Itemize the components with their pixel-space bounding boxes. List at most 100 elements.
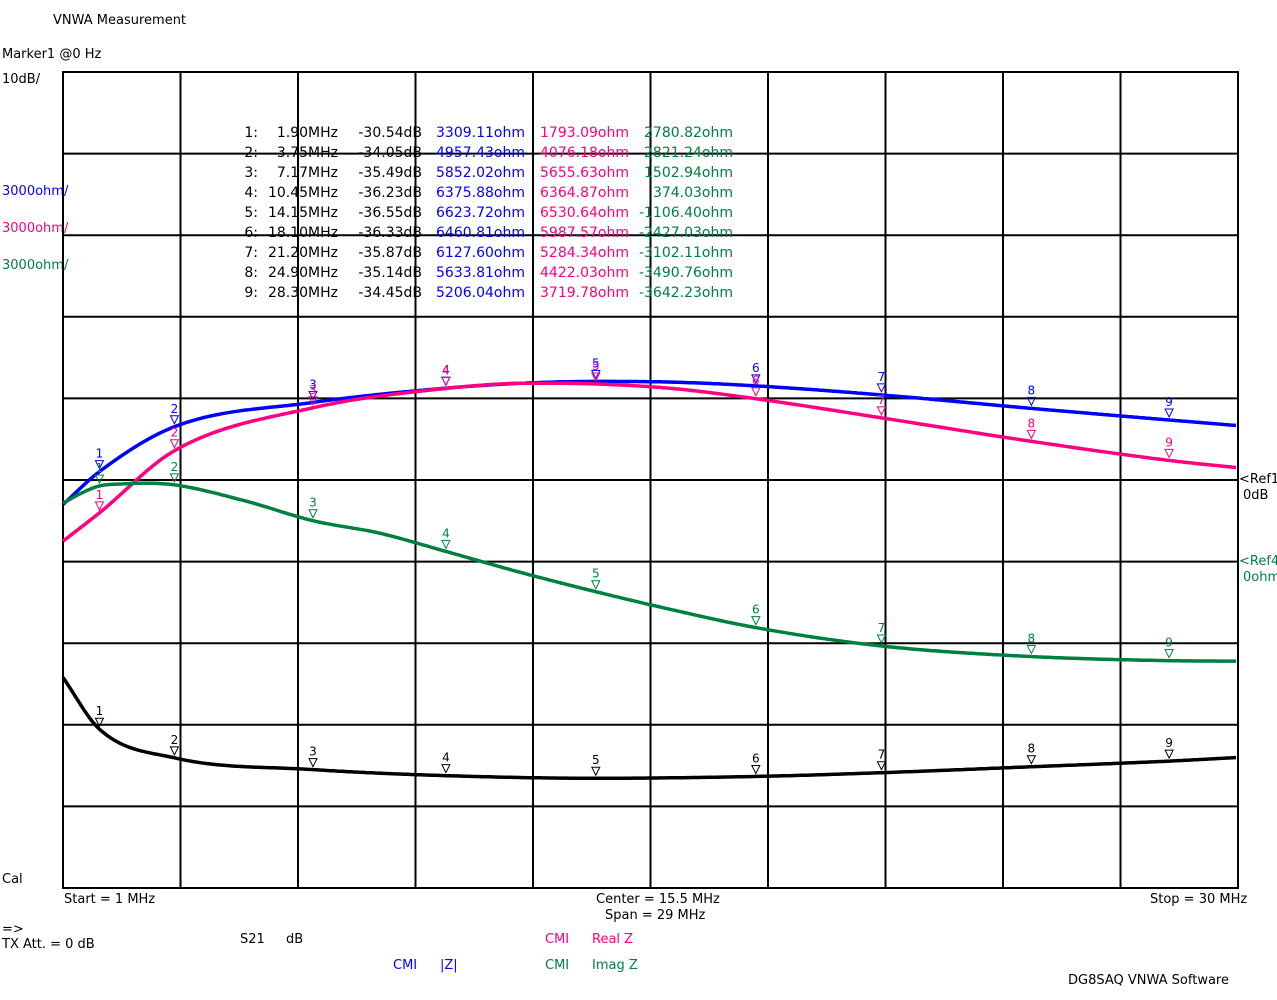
- marker-table-row: 3: 7.17MHz -35.49dB 5852.02ohm 5655.63ohm 150…: [244, 165, 733, 181]
- marker-table-cell-freq: 28.30MHz: [268, 285, 338, 301]
- marker-5-absz-label: 5: [592, 356, 600, 370]
- marker-table-cell-id: 2:: [244, 145, 258, 161]
- marker-2-imagz-label: 2: [171, 460, 179, 474]
- ref2-value: 0ohm: [1243, 570, 1277, 585]
- marker-table-cell-imagz: -3102.11ohm: [639, 245, 733, 261]
- marker-table-cell-freq: 7.17MHz: [277, 165, 338, 181]
- marker-4-realz-label: 4: [442, 363, 450, 377]
- marker-table-cell-absz: 6623.72ohm: [436, 205, 525, 221]
- trace-realz: [61, 381, 1237, 543]
- legend-imagz-meas[interactable]: CMI: [545, 958, 570, 973]
- marker-table-row: 1: 1.90MHz -30.54dB 3309.11ohm 1793.09ohm 278…: [244, 125, 733, 141]
- marker-table-cell-freq: 18.10MHz: [268, 225, 338, 241]
- arrow-indicator: =>: [2, 922, 24, 937]
- marker-7-absz-triangle: [876, 383, 887, 394]
- marker-table-row: 8: 24.90MHz -35.14dB 5633.81ohm 4422.03ohm -3…: [244, 265, 733, 281]
- marker-table-row: 7: 21.20MHz -35.87dB 6127.60ohm 5284.34ohm -3…: [244, 245, 733, 261]
- marker-9-absz-label: 9: [1165, 395, 1173, 409]
- tx-attenuation: TX Att. = 0 dB: [2, 937, 95, 952]
- marker-9-s21-triangle: [1164, 749, 1174, 760]
- legend-realz-unit[interactable]: Real Z: [592, 932, 634, 947]
- marker-5-imagz-triangle: [590, 580, 601, 590]
- marker-6-realz-label: 6: [752, 374, 760, 388]
- marker-7-absz-label: 7: [878, 370, 886, 384]
- marker-9-imagz-triangle: [1164, 649, 1174, 659]
- marker-table-cell-freq: 14.15MHz: [268, 205, 338, 221]
- marker-3-absz-triangle: [308, 390, 318, 401]
- marker-6-imagz-triangle: [751, 616, 761, 626]
- legend-s21-meas[interactable]: S21: [240, 932, 265, 947]
- marker-table-cell-realz: 5987.57ohm: [540, 225, 629, 241]
- marker-table-cell-absz: 5633.81ohm: [436, 265, 525, 281]
- plot-grid: [62, 71, 1239, 889]
- marker-1-absz-label: 1: [96, 447, 104, 461]
- legend-absz-unit[interactable]: |Z|: [440, 958, 458, 973]
- marker-table-cell-s21: -36.55dB: [358, 205, 422, 221]
- marker-table-row: 2: 3.75MHz -34.05dB 4957.43ohm 4076.18ohm 282…: [244, 145, 733, 161]
- trace-s21: [61, 676, 1237, 780]
- marker-9-absz-triangle: [1164, 408, 1174, 419]
- start-frequency: Start = 1 MHz: [64, 892, 156, 907]
- marker-6-s21-label: 6: [752, 751, 760, 765]
- marker-table-cell-realz: 5284.34ohm: [540, 245, 629, 261]
- marker-9-realz-triangle: [1164, 448, 1174, 459]
- legend-imagz-unit[interactable]: Imag Z: [592, 958, 638, 973]
- marker-table-cell-absz: 4957.43ohm: [436, 145, 525, 161]
- marker-6-realz-triangle: [751, 387, 761, 397]
- marker-table-cell-id: 6:: [244, 225, 258, 241]
- marker-1-imagz-triangle: [94, 474, 105, 485]
- marker-1-realz-label: 1: [96, 488, 104, 502]
- marker-3-realz-label: 3: [309, 383, 317, 397]
- marker-4-imagz-triangle: [441, 539, 451, 550]
- marker-table-cell-id: 9:: [244, 285, 258, 301]
- marker-8-s21-triangle: [1026, 755, 1037, 765]
- marker-5-s21-label: 5: [592, 753, 600, 767]
- marker-table-cell-s21: -35.14dB: [358, 265, 422, 281]
- marker-table-cell-s21: -34.45dB: [358, 285, 422, 301]
- marker-table-cell-freq: 1.90MHz: [277, 125, 338, 141]
- marker-8-imagz-triangle: [1026, 645, 1037, 655]
- marker-table-cell-realz: 6364.87ohm: [540, 185, 629, 201]
- marker-2-s21-triangle: [169, 746, 180, 756]
- marker-table-cell-absz: 6460.81ohm: [436, 225, 525, 241]
- marker-table-cell-absz: 5852.02ohm: [436, 165, 525, 181]
- marker-2-absz-label: 2: [171, 402, 179, 416]
- marker-8-realz-triangle: [1026, 429, 1037, 440]
- marker-table-cell-realz: 4076.18ohm: [540, 145, 629, 161]
- marker-9-imagz-label: 9: [1165, 636, 1173, 650]
- marker-1-s21-label: 1: [96, 704, 104, 718]
- scale-imagz: 3000ohm/: [2, 258, 69, 273]
- marker-table-row: 6: 18.10MHz -36.33dB 6460.81ohm 5987.57ohm -2…: [244, 225, 733, 241]
- stop-frequency: Stop = 30 MHz: [1150, 892, 1248, 907]
- marker-3-imagz-label: 3: [309, 496, 317, 510]
- marker-table-cell-s21: -35.87dB: [358, 245, 422, 261]
- marker-4-realz-triangle: [441, 376, 451, 387]
- marker-table-cell-imagz: 2780.82ohm: [644, 125, 733, 141]
- marker-table-cell-imagz: 2821.24ohm: [644, 145, 733, 161]
- span-frequency: Span = 29 MHz: [605, 908, 706, 923]
- window-title: VNWA Measurement: [53, 13, 187, 28]
- marker-3-imagz-triangle: [308, 509, 318, 519]
- marker-8-s21-label: 8: [1028, 742, 1036, 756]
- marker-readout: Marker1 @0 Hz: [2, 47, 102, 62]
- marker-4-absz-triangle: [441, 376, 451, 387]
- marker-table-cell-id: 8:: [244, 265, 258, 281]
- marker-table-row: 4: 10.45MHz -36.23dB 6375.88ohm 6364.87ohm 37…: [244, 185, 733, 201]
- marker-7-realz-triangle: [876, 406, 887, 416]
- trace-imagz: [62, 481, 1236, 663]
- marker-table-cell-s21: -30.54dB: [358, 125, 422, 141]
- marker-table-cell-absz: 6375.88ohm: [436, 185, 525, 201]
- legend-s21-unit[interactable]: dB: [286, 932, 304, 947]
- marker-table-cell-s21: -35.49dB: [358, 165, 422, 181]
- marker-1-s21-triangle: [94, 717, 105, 728]
- marker-7-realz-label: 7: [878, 393, 886, 407]
- legend-absz-meas[interactable]: CMI: [393, 958, 418, 973]
- legend-realz-meas[interactable]: CMI: [545, 932, 570, 947]
- marker-table-cell-id: 7:: [244, 245, 258, 261]
- ref1-label: <Ref1: [1239, 472, 1277, 487]
- scale-absz: 3000ohm/: [2, 184, 69, 199]
- marker-2-realz-label: 2: [171, 426, 179, 440]
- marker-4-imagz-label: 4: [442, 526, 450, 540]
